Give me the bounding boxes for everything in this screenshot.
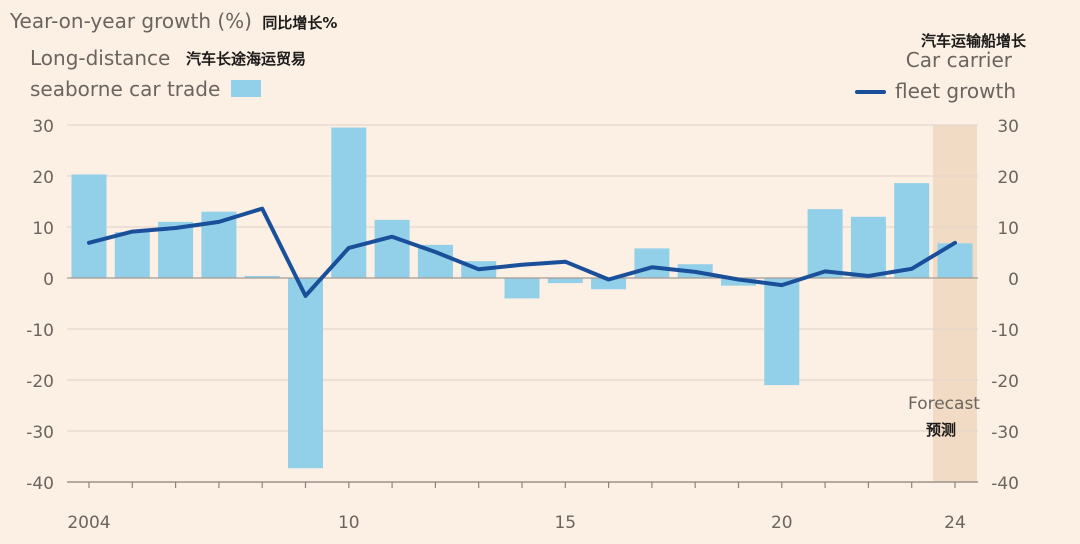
bar-2016 — [591, 278, 627, 290]
y-tick-label-right: 30 — [997, 117, 1019, 137]
y-tick-label-left: 30 — [32, 117, 54, 137]
bar-2005 — [114, 232, 150, 278]
y-tick-label-left: 10 — [32, 219, 54, 239]
legend-bar-swatch — [231, 80, 261, 97]
forecast-labels: Forecast 预测 — [908, 394, 980, 439]
legend-bar-line1: Long-distance — [30, 46, 171, 70]
legend-line-line2: fleet growth — [895, 79, 1016, 103]
y-tick-label-left: -20 — [26, 372, 54, 392]
y-tick-label-left: 20 — [32, 168, 54, 188]
x-tick-label: 15 — [554, 513, 576, 533]
x-tick-label: 10 — [338, 513, 360, 533]
x-tick-label: 24 — [944, 513, 966, 533]
bar-2009 — [288, 278, 323, 469]
bar-series — [71, 127, 973, 469]
y-tick-label-right: -20 — [991, 372, 1019, 392]
forecast-label-zh: 预测 — [926, 421, 956, 439]
y-tick-label-right: -40 — [991, 474, 1019, 494]
chart-title: Year-on-year growth (%) 同比增长% — [10, 9, 337, 33]
fleet-growth-line — [87, 206, 957, 298]
y-axis-left: 30 20 10 0 -10 -20 -30 -40 — [26, 117, 54, 494]
y-tick-label-right: 20 — [997, 168, 1019, 188]
bar-2015 — [547, 278, 583, 284]
bar-2020 — [764, 278, 800, 386]
x-axis: 2004 10 15 20 24 — [67, 481, 978, 533]
y-axis-right: 30 20 10 0 -10 -20 -30 -40 — [991, 117, 1019, 494]
bar-2014 — [504, 278, 540, 299]
y-tick-label-left: -30 — [26, 423, 54, 443]
bar-2017 — [634, 248, 670, 278]
legend-line-zh: 汽车运输船增长 — [920, 32, 1026, 50]
bar-2022 — [850, 216, 886, 278]
x-tick-label: 20 — [771, 513, 793, 533]
bar-2004 — [71, 174, 107, 278]
forecast-band — [933, 125, 977, 482]
legend-line-line1: Car carrier — [905, 48, 1012, 72]
chart-title-zh: 同比增长% — [262, 14, 338, 32]
y-tick-label-left: 0 — [43, 270, 54, 290]
legend-bar-line2: seaborne car trade — [30, 77, 221, 101]
legend-line-swatch — [855, 90, 886, 94]
bar-2012 — [417, 244, 453, 278]
legend-bar-zh: 汽车长途海运贸易 — [186, 50, 307, 68]
y-tick-label-right: -10 — [991, 321, 1019, 341]
y-tick-label-right: 0 — [1008, 270, 1019, 290]
bar-2011 — [374, 219, 410, 278]
y-tick-label-left: -10 — [26, 321, 54, 341]
bar-2021 — [807, 209, 843, 278]
y-tick-label-right: 10 — [997, 219, 1019, 239]
chart-title-en: Year-on-year growth (%) — [10, 9, 252, 33]
x-tick-label: 2004 — [67, 513, 110, 533]
forecast-label: Forecast — [908, 394, 980, 414]
bar-2019 — [721, 278, 756, 286]
bar-2010 — [331, 127, 367, 278]
bar-2006 — [158, 221, 194, 278]
y-tick-label-left: -40 — [26, 474, 54, 494]
gridlines — [67, 124, 978, 483]
bar-2008 — [244, 275, 280, 278]
y-tick-label-right: -30 — [991, 423, 1019, 443]
